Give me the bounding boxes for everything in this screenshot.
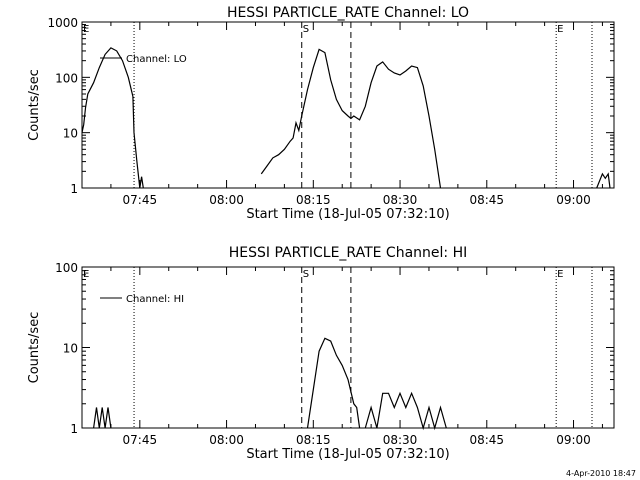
x-tick-label: 08:30: [383, 433, 418, 447]
x-tick-label: 08:45: [469, 433, 504, 447]
x-axis-label: Start Time (18-Jul-05 07:32:10): [246, 447, 449, 462]
x-tick-label: 08:00: [209, 433, 244, 447]
legend-label: Channel: HI: [126, 294, 184, 305]
y-tick-label: 100: [55, 71, 78, 85]
series-line: [364, 391, 447, 431]
y-axis-label: Counts/sec: [27, 312, 42, 384]
y-tick-label: 1: [70, 182, 78, 196]
event-marker-label: E: [83, 24, 89, 35]
plot-frame: [81, 21, 615, 189]
y-tick-label: 10: [63, 127, 78, 141]
y-tick-label: 10: [63, 342, 78, 356]
event-marker-label: E: [557, 269, 563, 280]
series-line: [93, 407, 112, 429]
plot-frame: [81, 266, 615, 429]
event-marker-label: E: [83, 269, 89, 280]
x-tick-label: 09:00: [556, 433, 591, 447]
event-marker-label: E: [557, 24, 563, 35]
series-line: [260, 48, 442, 189]
y-tick-label: 1000: [47, 16, 78, 30]
x-tick-label: 08:15: [296, 433, 331, 447]
x-axis-label: Start Time (18-Jul-05 07:32:10): [246, 207, 449, 222]
lo-channel-panel: HESSI PARTICLE_RATE Channel: LO 07:45 08:0…: [27, 5, 615, 222]
footer-timestamp: 4-Apr-2010 18:47: [566, 469, 636, 478]
series-line: [306, 337, 361, 429]
chart-title: HESSI PARTICLE_RATE Channel: LO: [227, 5, 469, 21]
hi-channel-panel: HESSI PARTICLE_RATE Channel: HI 07:45 08:0…: [27, 245, 615, 462]
x-tick-label: 07:45: [123, 433, 158, 447]
y-tick-label: 100: [55, 261, 78, 275]
x-tick-label: 08:30: [383, 193, 418, 207]
x-tick-label: 08:15: [296, 193, 331, 207]
y-tick-label: 1: [70, 422, 78, 436]
series-line: [81, 47, 144, 189]
x-tick-label: 07:45: [123, 193, 158, 207]
chart-title: HESSI PARTICLE_RATE Channel: HI: [229, 245, 467, 261]
event-marker-label: S: [303, 269, 309, 280]
event-marker-label: S: [303, 24, 309, 35]
x-tick-label: 09:00: [556, 193, 591, 207]
legend-label: Channel: LO: [126, 54, 187, 65]
y-axis-label: Counts/sec: [27, 69, 42, 141]
x-tick-label: 08:45: [469, 193, 504, 207]
series-line: [596, 172, 611, 189]
x-tick-label: 08:00: [209, 193, 244, 207]
